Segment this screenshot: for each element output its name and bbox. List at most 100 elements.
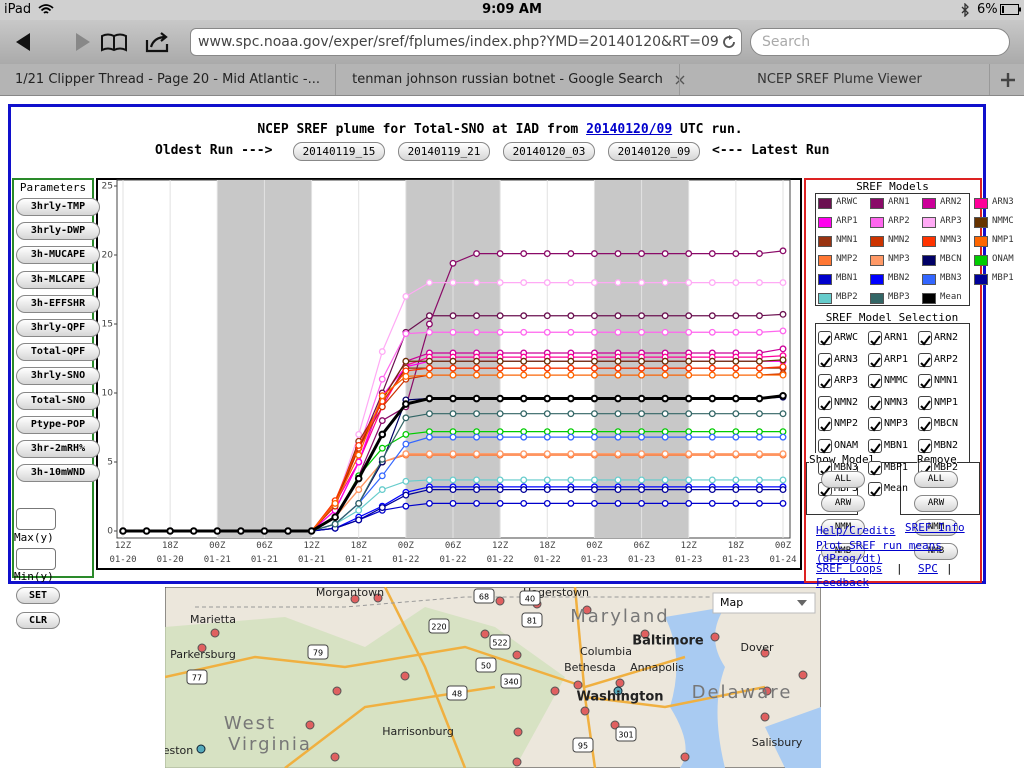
browser-tab[interactable]: 1/21 Clipper Thread - Page 20 - Mid Atla… [0,64,336,95]
model-checkbox[interactable] [868,482,882,497]
map-marker[interactable] [305,720,315,730]
parameter-button[interactable]: 3h-MLCAPE [16,270,100,289]
remove-button[interactable]: ALL [914,471,958,488]
map-marker[interactable] [210,628,220,638]
run-button[interactable]: 20140119_21 [398,142,490,161]
model-checkbox[interactable] [918,417,932,432]
map-marker[interactable] [373,593,383,603]
model-checkbox[interactable] [818,331,832,346]
clr-button[interactable]: CLR [16,612,60,629]
map-marker[interactable] [332,686,342,696]
data-point [779,371,787,379]
reload-button[interactable] [721,34,737,50]
page-link[interactable]: SREF Info [905,521,965,534]
map-marker[interactable] [550,686,560,696]
data-point [449,357,457,365]
model-checkbox[interactable] [868,395,882,411]
map-marker[interactable] [580,706,590,716]
model-checkbox[interactable] [868,439,882,454]
show-button[interactable]: NMB [821,543,865,560]
parameter-button[interactable]: 3hrly-DWP [16,222,100,241]
map-marker[interactable] [330,752,340,762]
map-marker[interactable] [762,686,772,696]
map-marker[interactable] [582,605,592,615]
model-checkbox[interactable] [918,331,932,346]
new-tab-button[interactable] [1000,72,1016,88]
model-checkbox[interactable] [918,439,932,454]
model-checkbox[interactable] [868,331,882,346]
page-link[interactable]: Plot SREF run means (dProg/dt) [816,539,942,565]
model-checkbox[interactable] [868,460,882,476]
run-button[interactable]: 20140120_03 [503,142,595,161]
share-button[interactable] [145,32,169,53]
map-marker[interactable] [512,650,522,660]
model-checkbox[interactable] [818,395,832,411]
map-marker[interactable] [573,680,583,690]
parameter-button[interactable]: 3h-MUCAPE [16,246,100,265]
model-checkbox[interactable] [868,417,882,432]
model-checkbox[interactable] [818,417,832,432]
model-checkbox[interactable] [918,395,932,411]
min-input[interactable] [16,548,56,570]
show-button[interactable]: NMM [821,519,865,536]
parameter-button[interactable]: 3h-EFFSHR [16,294,100,313]
map-marker[interactable] [495,596,505,606]
map-marker[interactable] [480,629,490,639]
remove-button[interactable]: NMB [914,543,958,560]
forward-button[interactable] [76,33,90,51]
map-marker[interactable] [760,648,770,658]
map-marker[interactable] [197,643,207,653]
close-tab-button[interactable] [674,74,686,86]
parameter-button[interactable]: 3hr-2mRH% [16,440,100,458]
map-marker[interactable] [400,671,410,681]
url-field[interactable]: www.spc.noaa.gov/exper/sref/fplumes/inde… [190,28,742,56]
map-marker[interactable] [615,678,625,688]
set-button[interactable]: SET [16,587,60,604]
parameter-button[interactable]: 3h-10mWND [16,464,100,483]
show-button[interactable]: ARW [821,495,865,512]
model-checkbox[interactable] [918,352,932,368]
data-point [614,279,622,287]
parameter-button[interactable]: Ptype-POP [16,415,100,434]
model-checkbox[interactable] [818,352,832,368]
map-marker[interactable] [680,752,690,762]
show-button[interactable]: ALL [821,471,865,488]
model-checkbox[interactable] [918,374,932,389]
bookmarks-button[interactable] [101,33,127,52]
map-marker[interactable] [640,629,650,639]
parameter-button[interactable]: 3hrly-SNO [16,367,100,386]
browser-tab[interactable]: tenman johnson russian botnet - Google S… [336,64,680,95]
model-checkbox[interactable] [868,374,882,389]
map-marker[interactable] [512,757,522,767]
run-button[interactable]: 20140120_09 [608,142,700,161]
model-checkbox[interactable] [868,352,882,368]
parameter-button[interactable]: 3hrly-QPF [16,319,100,337]
remove-button[interactable]: ARW [914,495,958,512]
run-button[interactable]: 20140119_15 [293,142,385,161]
run-link[interactable]: 20140120/09 [586,122,673,137]
map-type-selector[interactable] [712,592,816,614]
parameter-button[interactable]: Total-SNO [16,391,100,410]
browser-tab[interactable]: NCEP SREF Plume Viewer [690,64,990,95]
page-link[interactable]: Feedback [816,576,869,589]
model-checkbox[interactable] [818,439,832,454]
max-input[interactable] [16,508,56,530]
page-link[interactable]: Help/Credits [816,524,896,537]
parameter-button[interactable]: Total-QPF [16,343,100,362]
map-marker-selected[interactable] [613,686,623,696]
model-checkbox[interactable] [818,374,832,389]
page-link[interactable]: SREF Loops [816,562,883,575]
map-marker[interactable] [513,727,523,737]
map-marker[interactable] [710,632,720,642]
map-marker[interactable] [350,594,360,604]
back-button[interactable] [16,33,30,51]
map-marker-selected[interactable] [196,744,206,754]
parameter-button[interactable]: 3hrly-TMP [16,198,100,216]
page-link[interactable]: SPC [918,562,938,575]
remove-button[interactable]: NMM [914,519,958,536]
map-marker[interactable] [760,712,770,722]
map-marker[interactable] [798,670,808,680]
search-field[interactable]: Search [750,28,1010,56]
data-point [637,394,646,403]
road-shield-label: 50 [481,662,491,671]
